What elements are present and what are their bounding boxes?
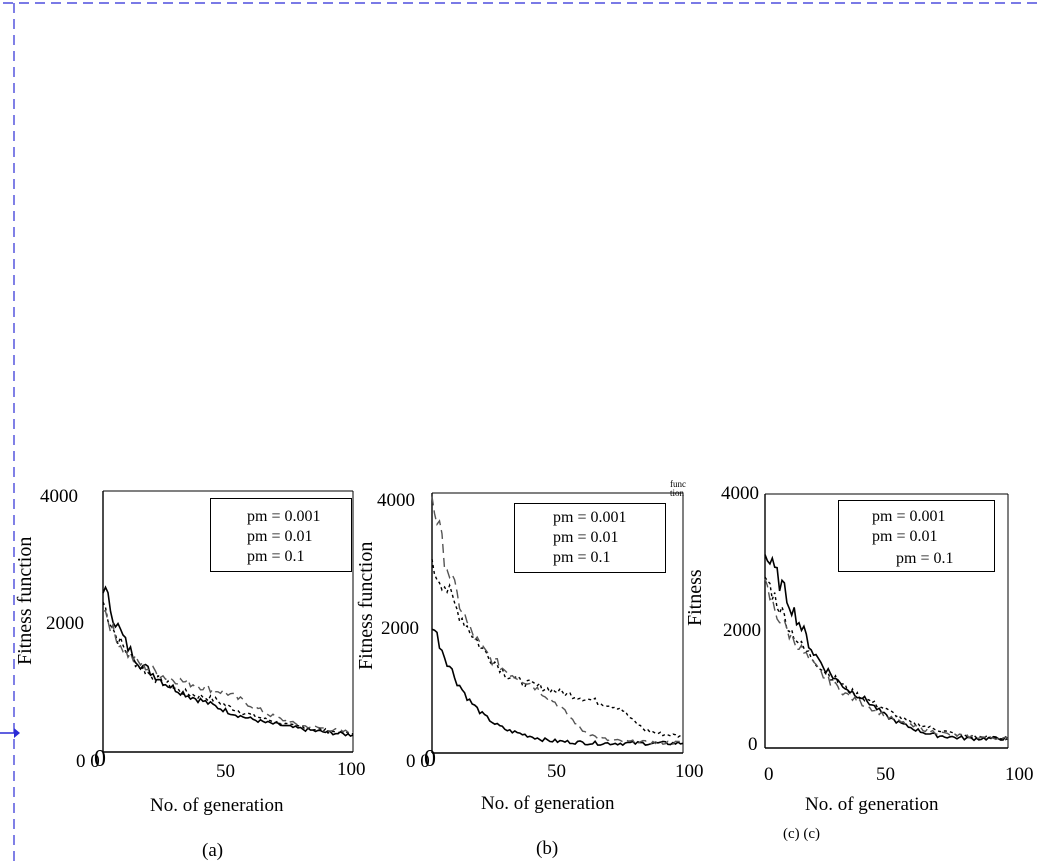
chart-c-ytick-2000: 2000 (723, 620, 761, 641)
chart-1-series-2-line (431, 496, 684, 746)
chart-a-xtick-100: 100 (337, 759, 366, 780)
chart-c-xlabel: No. of generation (805, 794, 939, 815)
chart-c-xtick-50: 50 (876, 764, 895, 785)
chart-0-series-2-line (102, 609, 354, 735)
chart-b-legend: pm = 0.001 pm = 0.01 pm = 0.1 (514, 503, 666, 573)
chart-a-ytick-0: 0 0 (76, 751, 100, 772)
chart-a-xlabel: No. of generation (150, 795, 284, 816)
chart-c-caption: (c) (c) (783, 826, 821, 842)
legend-c-1: pm = 0.001 (872, 508, 946, 525)
chart-0-series-0-line (102, 601, 354, 735)
chart-b-xtick-50: 50 (547, 761, 566, 782)
chart-a-ytick-2000: 2000 (46, 613, 84, 634)
chart-c-xtick-100: 100 (1005, 764, 1034, 785)
chart-a-legend: pm = 0.001 pm = 0.01 pm = 0.1 (210, 498, 352, 572)
legend-a-1: pm = 0.001 (247, 508, 321, 525)
legend-b-1: pm = 0.001 (553, 509, 627, 526)
legend-b-3: pm = 0.1 (553, 549, 611, 566)
chart-c-ytick-0: 0 (748, 734, 758, 755)
chart-b-ytick-0: 0 0 (406, 751, 430, 772)
chart-1-series-1-line (431, 628, 684, 747)
chart-a-ytick-4000: 4000 (40, 486, 78, 507)
chart-b-ytick-4000: 4000 (377, 490, 415, 511)
legend-a-3: pm = 0.1 (247, 548, 305, 565)
legend-c-3: pm = 0.1 (896, 550, 954, 567)
chart-2-series-1-line (764, 554, 1009, 742)
chart-c-legend: pm = 0.001 pm = 0.01 pm = 0.1 (838, 500, 995, 572)
chart-2-series-2-line (764, 578, 1009, 741)
chart-a-caption: (a) (202, 840, 224, 861)
chart-b-xlabel: No. of generation (481, 793, 615, 814)
chart-b-xtick-0: 0 (424, 746, 436, 772)
legend-c-2: pm = 0.01 (872, 528, 938, 545)
chart-b-ylabel-extra: func tion (670, 479, 686, 498)
chart-b-caption: (b) (536, 838, 559, 859)
chart-1-series-0-line (431, 558, 684, 738)
chart-c-ytick-4000: 4000 (721, 483, 759, 504)
chart-c-ylabel: Fitness (684, 569, 706, 626)
chart-b-xtick-100: 100 (675, 761, 704, 782)
legend-a-2: pm = 0.01 (247, 528, 313, 545)
chart-a-xtick-50: 50 (216, 761, 235, 782)
legend-b-2: pm = 0.01 (553, 529, 619, 546)
chart-b-ytick-2000: 2000 (381, 618, 419, 639)
chart-2-series-0-line (764, 576, 1009, 741)
chart-c-xtick-0: 0 (764, 764, 774, 785)
chart-a-xtick-0: 0 (94, 746, 106, 772)
